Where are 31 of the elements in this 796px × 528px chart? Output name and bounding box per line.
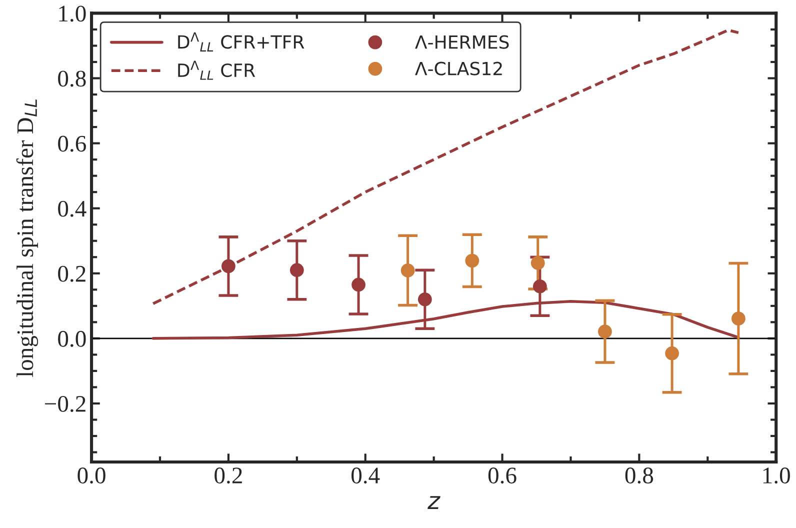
x-tick-label: 0.4 [352,468,380,484]
point [400,264,415,278]
x-tick-label: 0.8 [625,468,654,484]
x-axis-title: z [428,496,440,509]
y-tick-label: 0.4 [58,200,86,217]
y-tick-label: −0.2 [45,396,86,412]
x-tick-label: 0.2 [214,468,242,484]
y-tick-label: 0.6 [58,136,86,152]
y-tick-label: 0.0 [58,330,86,347]
legend-label: D$^{Λ}$$_{LL}$ CFR+TFR [178,32,304,52]
x-tick-label: 0.6 [488,468,516,484]
line-series [152,28,740,306]
point [665,346,679,360]
point [465,254,480,268]
y-tick-label: 0.8 [58,70,86,87]
legend-label: D$^{Λ}$$_{LL}$ CFR [178,60,256,80]
point [732,312,746,326]
point [290,263,304,278]
point [418,292,432,306]
point [598,324,612,339]
y-tick-label: 0.2 [58,266,86,282]
point [222,259,236,274]
point [530,256,545,270]
legend-label: Λ-CLAS12 [415,62,502,76]
x-tick-label: 0.0 [78,468,106,484]
legend-label: Λ-HERMES [415,35,509,49]
y-tick-label: 1.0 [59,6,86,22]
point [532,279,547,294]
y-axis-title: longitudinal spin transfer D$_{LL}$ [16,100,38,378]
x-tick-label: 1.0 [763,468,790,484]
point [352,278,366,292]
